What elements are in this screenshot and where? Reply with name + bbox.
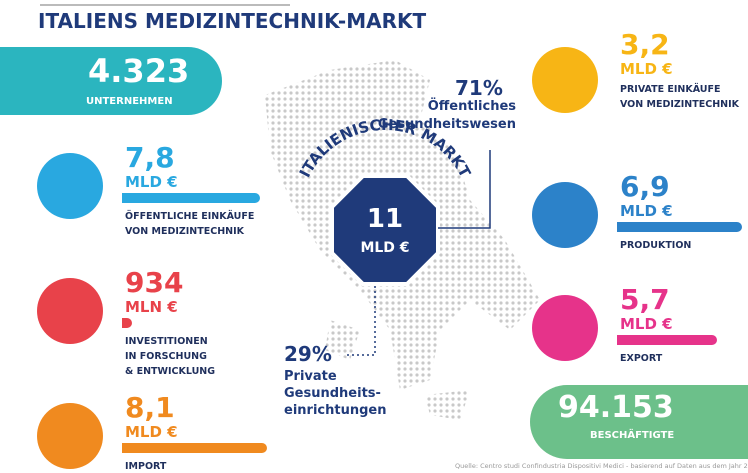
octagon [330,174,440,286]
employees-box [530,385,748,459]
item-bar [617,335,717,345]
employees-label: BESCHÄFTIGTE [590,430,675,441]
item-bar [122,318,132,328]
companies-label: UNTERNEHMEN [86,96,173,107]
public-line [438,150,491,229]
center-unit: MLD € [360,240,410,256]
item-value: 7,8 [125,141,175,174]
item-value: 5,7 [620,283,670,316]
item-label: INVESTITIONEN [125,336,208,347]
line: Private [284,369,337,384]
icon-circle [532,47,598,113]
line: Gesundheitswesen [377,117,516,132]
item-label: IMPORT [125,461,167,472]
companies-box [0,47,222,115]
item-label: VON MEDIZINTECHNIK [125,226,244,237]
item-label: VON MEDIZINTECHNIK [620,99,739,110]
item-unit: MLD € [125,423,178,441]
icon-circle [37,278,103,344]
icon-circle [37,403,103,469]
item-unit: MLN € [125,298,178,316]
public-percent: 71% [455,76,503,100]
item-label: PRIVATE EINKÄUFE [620,84,721,95]
item-value: 934 [125,266,184,299]
icon-circle [532,295,598,361]
icon-circle [532,182,598,248]
title: ITALIENS MEDIZINTECHNIK-MARKT [38,9,427,33]
item-value: 8,1 [125,391,175,424]
item-label: EXPORT [620,353,663,364]
item-bar [617,222,742,232]
item-label: & ENTWICKLUNG [125,366,216,377]
icon-circle [37,153,103,219]
item-unit: MLD € [620,202,673,220]
item-label: ÖFFENTLICHE EINKÄUFE [125,211,255,222]
private-label: Private Gesundheits-einrichtungen [284,368,386,419]
line: Öffentliches [427,99,516,114]
item-bar [122,193,260,203]
item-unit: MLD € [125,173,178,191]
private-percent: 29% [284,342,332,366]
line: einrichtungen [284,403,387,418]
item-value: 3,2 [620,28,670,61]
source: Quelle: Centro studi Confindustria Dispo… [455,462,748,470]
item-bar [122,443,267,453]
line: Gesundheits- [284,386,381,401]
employees-value: 94.153 [558,390,674,425]
item-label: PRODUKTION [620,240,692,251]
item-value: 6,9 [620,170,670,203]
public-label: Öffentliches Gesundheitswesen [378,98,516,134]
item-unit: MLD € [620,60,673,78]
item-unit: MLD € [620,315,673,333]
center-value: 11 [366,204,404,234]
companies-value: 4.323 [88,52,190,90]
item-label: IN FORSCHUNG [125,351,207,362]
